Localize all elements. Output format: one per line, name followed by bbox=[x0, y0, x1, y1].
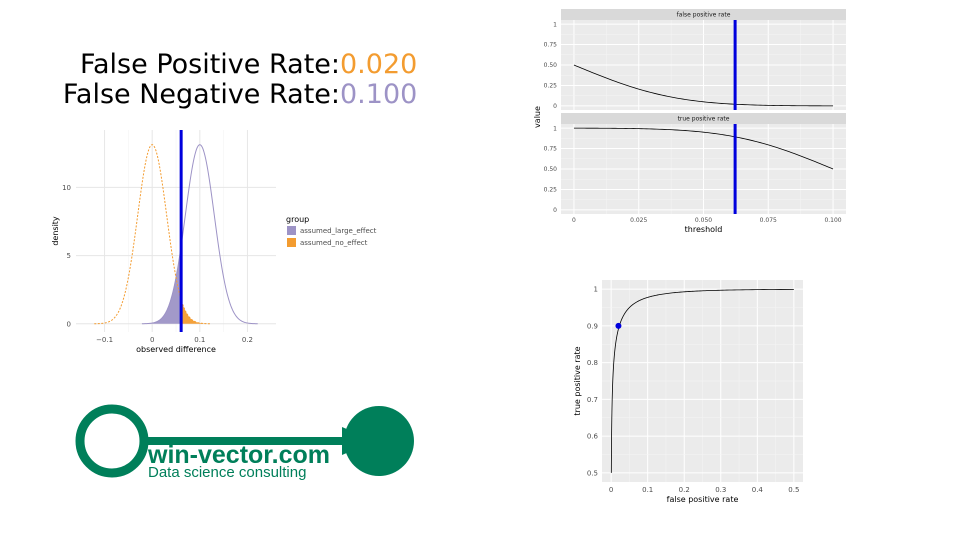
logo-ring-icon bbox=[75, 404, 149, 478]
x-tick-label: 0.4 bbox=[752, 486, 764, 494]
density-error-area bbox=[141, 245, 182, 324]
y-tick-label: 1 bbox=[553, 21, 557, 28]
y-tick-label: 5 bbox=[67, 252, 71, 260]
y-tick-label: 0.6 bbox=[587, 433, 599, 441]
y-tick-label: 0.25 bbox=[544, 83, 558, 90]
y-tick-label: 10 bbox=[62, 184, 71, 192]
fpr-value: 0.020 bbox=[340, 49, 418, 80]
y-tick-label: 0.75 bbox=[544, 146, 558, 153]
density-curve bbox=[94, 144, 211, 325]
legend-title: group bbox=[286, 215, 309, 224]
x-tick-label: 0.2 bbox=[679, 486, 690, 494]
fpr-row: False Positive Rate: 0.020 bbox=[60, 50, 420, 80]
fnr-row: False Negative Rate: 0.100 bbox=[60, 80, 420, 110]
x-tick-label: 0.3 bbox=[715, 486, 726, 494]
y-tick-label: 1 bbox=[553, 125, 557, 132]
y-tick-label: 0.25 bbox=[544, 187, 558, 194]
y-tick-label: 0 bbox=[553, 103, 557, 110]
x-tick-label: 0 bbox=[572, 217, 576, 224]
density-y-axis-title: density bbox=[51, 216, 60, 246]
x-tick-label: 0.1 bbox=[194, 336, 205, 344]
logo-subtitle: Data science consulting bbox=[148, 464, 306, 481]
y-tick-label: 0.50 bbox=[544, 166, 558, 173]
facet-strip bbox=[561, 9, 846, 20]
strip-false-positive-rate: false positive rate bbox=[677, 12, 731, 19]
density-curve bbox=[141, 144, 258, 325]
facet-y-axis-title: value bbox=[533, 106, 542, 128]
legend-label-no-effect: assumed_no_effect bbox=[300, 239, 368, 247]
x-tick-label: 0.025 bbox=[630, 217, 647, 224]
x-tick-label: 0.100 bbox=[824, 217, 841, 224]
fnr-label: False Negative Rate: bbox=[62, 79, 340, 110]
rates-readout: False Positive Rate: 0.020 False Negativ… bbox=[60, 50, 420, 110]
legend-key-no-effect bbox=[287, 238, 296, 247]
x-tick-label: −0.1 bbox=[96, 336, 113, 344]
facet-strip bbox=[561, 113, 846, 124]
roc-y-axis-title: true positive rate bbox=[573, 346, 582, 415]
strip-true-positive-rate: true positive rate bbox=[678, 116, 730, 123]
y-tick-label: 0.7 bbox=[587, 396, 598, 404]
x-tick-label: 0 bbox=[150, 336, 154, 344]
x-tick-label: 0.2 bbox=[242, 336, 253, 344]
density-error-area bbox=[181, 299, 211, 324]
fpr-label: False Positive Rate: bbox=[79, 49, 340, 80]
y-tick-label: 0 bbox=[553, 207, 557, 214]
legend-label-large-effect: assumed_large_effect bbox=[300, 227, 377, 235]
y-tick-label: 0.9 bbox=[587, 322, 598, 330]
x-tick-label: 0.5 bbox=[788, 486, 799, 494]
roc-operating-point bbox=[615, 322, 622, 329]
density-x-axis-title: observed difference bbox=[136, 345, 216, 354]
logo-filled-circle-icon bbox=[344, 406, 414, 476]
y-tick-label: 0.50 bbox=[544, 62, 558, 69]
y-tick-label: 0.8 bbox=[587, 359, 598, 367]
win-vector-logo: win-vector.com Data science consulting bbox=[75, 404, 414, 481]
x-tick-label: 0.1 bbox=[642, 486, 653, 494]
y-tick-label: 0.5 bbox=[587, 469, 598, 477]
y-tick-label: 0.75 bbox=[544, 42, 558, 49]
x-tick-label: 0.075 bbox=[760, 217, 777, 224]
y-tick-label: 0 bbox=[67, 320, 71, 328]
legend-key-large-effect bbox=[287, 226, 296, 235]
roc-curve bbox=[610, 288, 794, 473]
roc-x-axis-title: false positive rate bbox=[667, 495, 739, 504]
fnr-value: 0.100 bbox=[340, 79, 418, 110]
y-tick-label: 1 bbox=[594, 286, 598, 294]
x-tick-label: 0.050 bbox=[695, 217, 712, 224]
rate-curve bbox=[573, 64, 834, 107]
density-legend: group assumed_large_effect assumed_no_ef… bbox=[286, 215, 377, 247]
logo-title: win-vector.com bbox=[147, 441, 330, 469]
x-tick-label: 0 bbox=[609, 486, 613, 494]
rate-curve bbox=[573, 127, 834, 170]
facet-x-axis-title: threshold bbox=[685, 225, 723, 234]
